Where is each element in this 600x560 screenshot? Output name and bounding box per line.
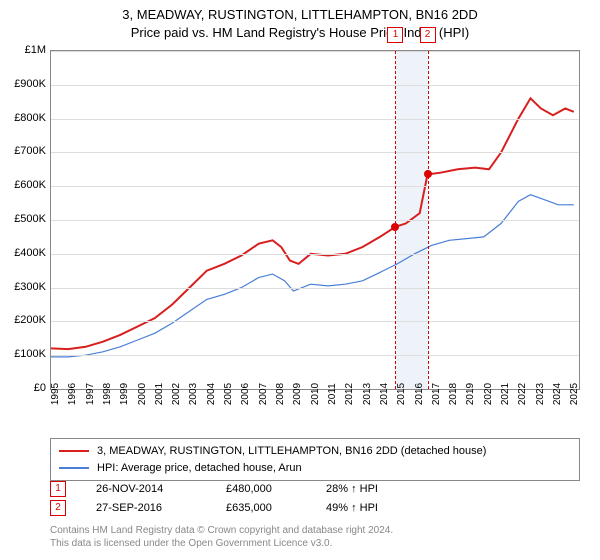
xtick-label: 2023 — [535, 383, 546, 405]
sale-delta: 28% ↑ HPI — [326, 480, 416, 499]
xtick-label: 2007 — [258, 383, 269, 405]
gridline — [51, 321, 579, 322]
chart-area: 12 £0£100K£200K£300K£400K£500K£600K£700K… — [50, 50, 580, 410]
xtick-label: 2018 — [448, 383, 459, 405]
xtick-label: 2022 — [517, 383, 528, 405]
ytick-label: £300K — [14, 281, 46, 293]
xtick-label: 2013 — [362, 383, 373, 405]
sale-price: £480,000 — [226, 480, 296, 499]
xtick-label: 2011 — [327, 383, 338, 405]
sale-date: 27-SEP-2016 — [96, 499, 196, 518]
ytick-label: £400K — [14, 247, 46, 259]
xtick-label: 1997 — [85, 383, 96, 405]
xtick-label: 1996 — [67, 383, 78, 405]
sale-marker-line — [395, 51, 396, 389]
ytick-label: £600K — [14, 179, 46, 191]
gridline — [51, 288, 579, 289]
legend-label: 3, MEADWAY, RUSTINGTON, LITTLEHAMPTON, B… — [97, 443, 486, 460]
xtick-label: 2001 — [154, 383, 165, 405]
ytick-label: £200K — [14, 314, 46, 326]
xtick-label: 2000 — [137, 383, 148, 405]
ytick-label: £900K — [14, 78, 46, 90]
xtick-label: 1999 — [119, 383, 130, 405]
sale-marker-flag: 1 — [387, 27, 403, 43]
sale-marker-badge: 1 — [50, 481, 66, 497]
xtick-label: 2017 — [431, 383, 442, 405]
sale-marker-line — [428, 51, 429, 389]
plot-region: 12 — [50, 50, 580, 390]
attribution-line: Contains HM Land Registry data © Crown c… — [50, 524, 393, 537]
sale-delta: 49% ↑ HPI — [326, 499, 416, 518]
gridline — [51, 51, 579, 52]
xtick-label: 2024 — [552, 383, 563, 405]
sales-row: 1 26-NOV-2014 £480,000 28% ↑ HPI — [50, 480, 416, 499]
gridline — [51, 220, 579, 221]
xtick-label: 2016 — [414, 383, 425, 405]
xtick-label: 1995 — [50, 383, 61, 405]
gridline — [51, 254, 579, 255]
xtick-label: 2015 — [396, 383, 407, 405]
legend-swatch — [59, 467, 89, 469]
xtick-label: 2014 — [379, 383, 390, 405]
attribution-line: This data is licensed under the Open Gov… — [50, 537, 393, 550]
legend-label: HPI: Average price, detached house, Arun — [97, 460, 302, 477]
gridline — [51, 85, 579, 86]
sales-row: 2 27-SEP-2016 £635,000 49% ↑ HPI — [50, 499, 416, 518]
xtick-label: 2020 — [483, 383, 494, 405]
xtick-label: 2010 — [310, 383, 321, 405]
sale-date: 26-NOV-2014 — [96, 480, 196, 499]
gridline — [51, 152, 579, 153]
legend: 3, MEADWAY, RUSTINGTON, LITTLEHAMPTON, B… — [50, 438, 580, 481]
legend-swatch — [59, 450, 89, 452]
attribution: Contains HM Land Registry data © Crown c… — [50, 524, 393, 550]
title-line-1: 3, MEADWAY, RUSTINGTON, LITTLEHAMPTON, B… — [0, 6, 600, 24]
xtick-label: 2019 — [465, 383, 476, 405]
xtick-label: 2009 — [292, 383, 303, 405]
xtick-label: 2002 — [171, 383, 182, 405]
gridline — [51, 355, 579, 356]
sale-marker-flag: 2 — [420, 27, 436, 43]
xtick-label: 2004 — [206, 383, 217, 405]
xtick-label: 2012 — [344, 383, 355, 405]
series-price_paid — [51, 98, 574, 349]
ytick-label: £800K — [14, 112, 46, 124]
gridline — [51, 119, 579, 120]
ytick-label: £1M — [25, 44, 46, 56]
xtick-label: 1998 — [102, 383, 113, 405]
xtick-label: 2025 — [569, 383, 580, 405]
title-line-2: Price paid vs. HM Land Registry's House … — [0, 24, 600, 42]
legend-item: 3, MEADWAY, RUSTINGTON, LITTLEHAMPTON, B… — [59, 443, 571, 460]
sale-dot — [424, 170, 432, 178]
xtick-label: 2021 — [500, 383, 511, 405]
ytick-label: £0 — [34, 382, 46, 394]
ytick-label: £500K — [14, 213, 46, 225]
sales-table: 1 26-NOV-2014 £480,000 28% ↑ HPI 2 27-SE… — [50, 480, 416, 517]
title-block: 3, MEADWAY, RUSTINGTON, LITTLEHAMPTON, B… — [0, 0, 600, 42]
xtick-label: 2005 — [223, 383, 234, 405]
chart-container: 3, MEADWAY, RUSTINGTON, LITTLEHAMPTON, B… — [0, 0, 600, 560]
ytick-label: £700K — [14, 145, 46, 157]
xtick-label: 2003 — [188, 383, 199, 405]
legend-item: HPI: Average price, detached house, Arun — [59, 460, 571, 477]
sale-marker-badge: 2 — [50, 500, 66, 516]
xtick-label: 2006 — [240, 383, 251, 405]
sale-dot — [391, 223, 399, 231]
gridline — [51, 186, 579, 187]
xtick-label: 2008 — [275, 383, 286, 405]
sale-price: £635,000 — [226, 499, 296, 518]
ytick-label: £100K — [14, 348, 46, 360]
